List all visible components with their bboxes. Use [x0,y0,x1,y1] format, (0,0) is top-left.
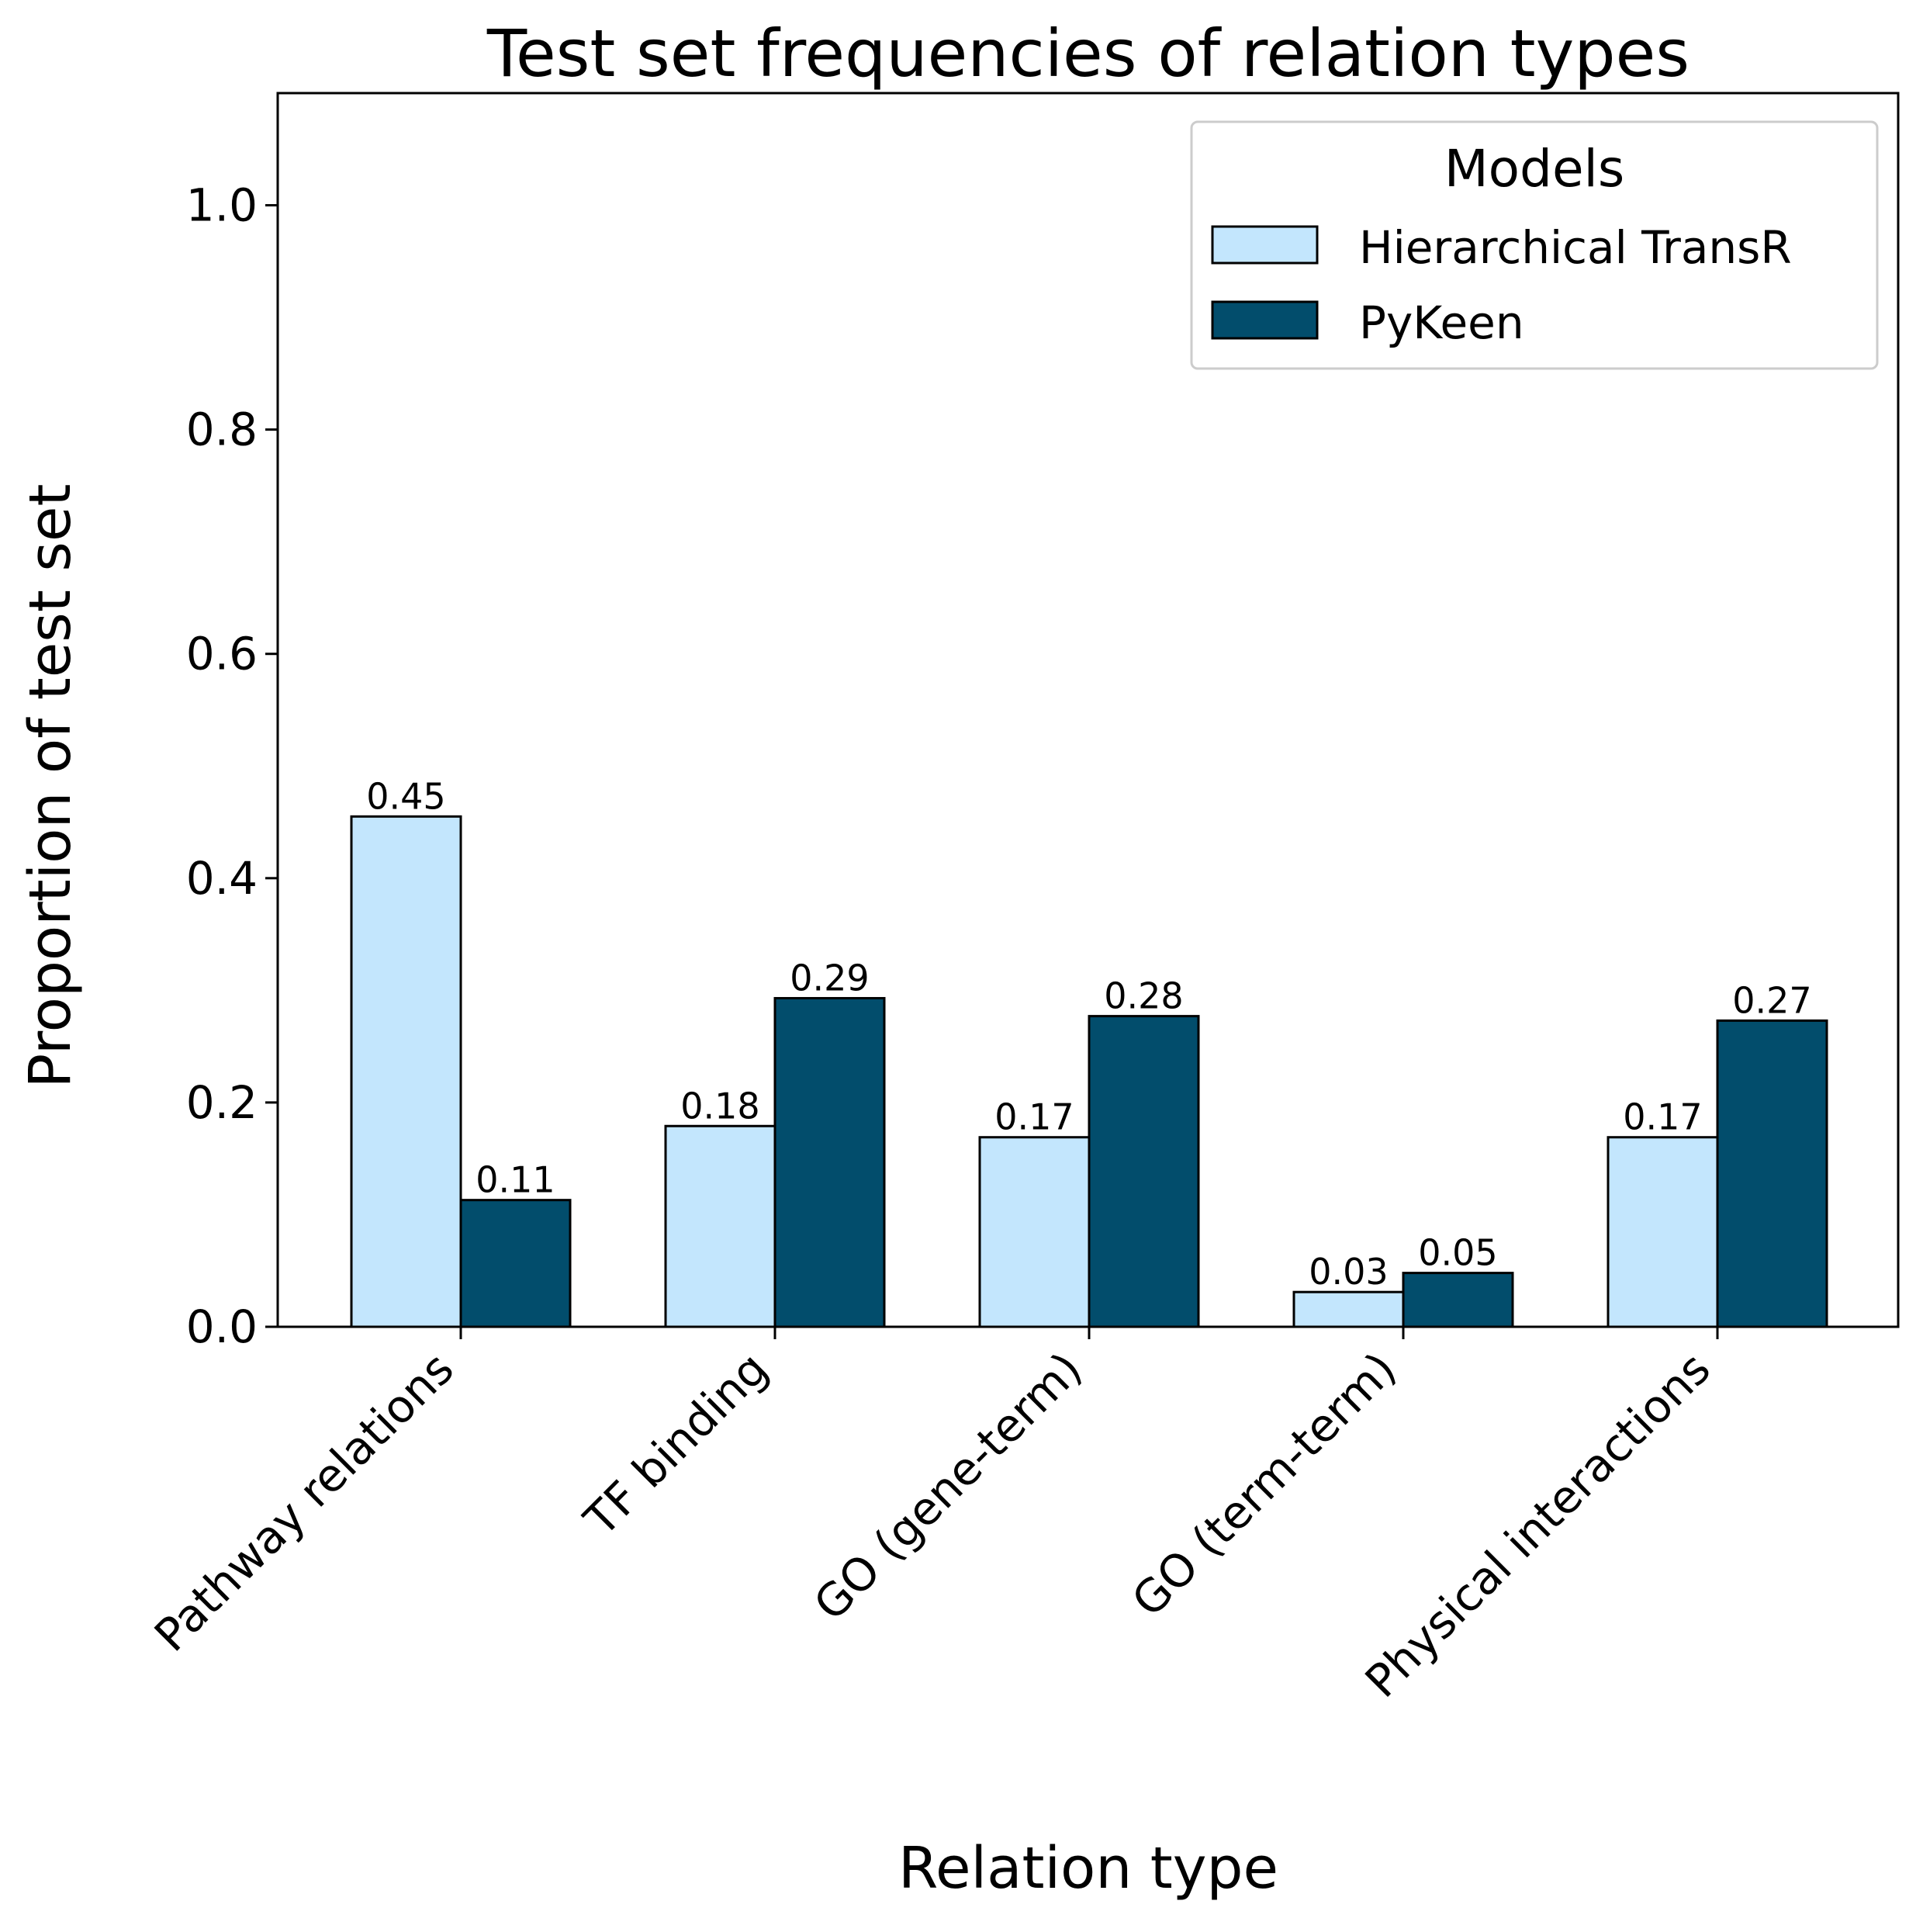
y-tick-label: 1.0 [186,179,258,232]
legend-frame [1190,120,1879,370]
x-tick-label-physical-interactions: Physical interactions [1355,1342,1721,1708]
bar-pykeen-go-term-term [1402,1272,1514,1328]
y-tick-label: 0.8 [186,403,258,456]
y-tick-label: 0.4 [186,852,258,905]
x-tick-label-go-gene-term: GO (gene-term) [804,1342,1092,1631]
y-tick-label: 0.0 [186,1300,258,1353]
data-label-hierarchical-transr-go-term-term: 0.03 [1309,1251,1388,1293]
bar-pykeen-go-gene-term [1088,1015,1200,1328]
data-label-pykeen-go-term-term: 0.05 [1418,1232,1497,1274]
data-label-hierarchical-transr-tf-binding: 0.18 [680,1085,759,1127]
bar-hierarchical-transr-tf-binding [664,1124,776,1328]
data-label-pykeen-pathway-relations: 0.11 [476,1159,555,1201]
chart-title: Test set frequencies of relation types [486,16,1690,92]
bar-pykeen-tf-binding [773,996,886,1328]
data-label-pykeen-go-gene-term: 0.28 [1104,975,1183,1017]
data-label-hierarchical-transr-physical-interactions: 0.17 [1623,1096,1702,1138]
bar-hierarchical-transr-pathway-relations [350,815,462,1328]
y-tick-label: 0.6 [186,628,258,680]
x-axis-label: Relation type [898,1835,1278,1902]
legend-label-hierarchical-transr: Hierarchical TransR [1359,221,1792,274]
x-tick-label-go-term-term: GO (term-term) [1122,1342,1406,1627]
legend-label-pykeen: PyKeen [1359,296,1524,349]
legend-swatch-hierarchical-transr [1211,225,1319,265]
data-label-pykeen-physical-interactions: 0.27 [1732,979,1811,1021]
bar-pykeen-pathway-relations [459,1199,572,1328]
bar-hierarchical-transr-go-gene-term [978,1136,1091,1328]
y-axis-label: Proportion of test set [17,484,84,1089]
legend: Models Hierarchical TransR PyKeen [1190,120,1879,370]
data-label-pykeen-tf-binding: 0.29 [790,957,869,999]
legend-swatch-pykeen [1211,300,1319,340]
bar-pykeen-physical-interactions [1716,1019,1828,1328]
bars-layer: 0.45 0.11 0.18 0.29 0.17 0.28 0.03 0.05 0.17 0.27 [350,775,1828,1328]
x-tick-label-tf-binding: TF binding [574,1342,778,1546]
data-label-hierarchical-transr-pathway-relations: 0.45 [366,775,445,817]
y-tick-label: 0.2 [186,1076,258,1129]
bar-hierarchical-transr-go-term-term [1292,1290,1405,1328]
legend-title: Models [1444,139,1625,199]
data-label-hierarchical-transr-go-gene-term: 0.17 [994,1096,1074,1138]
bar-hierarchical-transr-physical-interactions [1607,1136,1719,1328]
x-tick-label-pathway-relations: Pathway relations [144,1342,464,1662]
